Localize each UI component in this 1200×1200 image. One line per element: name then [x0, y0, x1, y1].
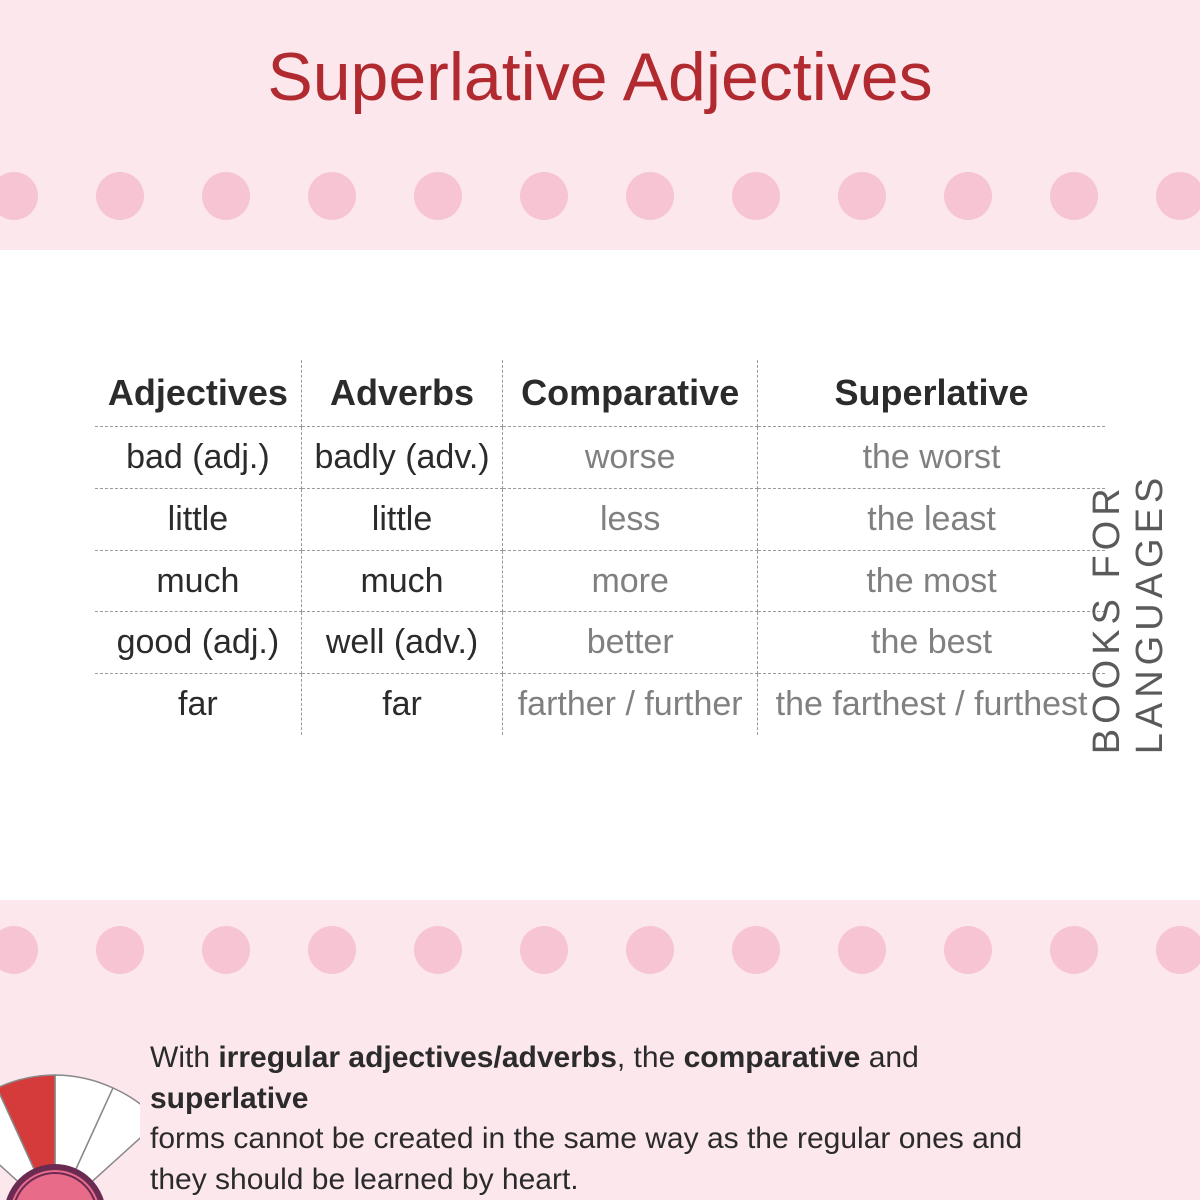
table-row: bad (adj.) badly (adv.) worse the worst [95, 427, 1105, 489]
cell-adj: little [95, 488, 301, 550]
cell-adv: much [301, 550, 503, 612]
cell-adj: much [95, 550, 301, 612]
table-row: good (adj.) well (adv.) better the best [95, 612, 1105, 674]
note-text: , the [617, 1041, 684, 1074]
table-header-row: Adjectives Adverbs Comparative Superlati… [95, 360, 1105, 427]
cell-sup: the most [758, 550, 1105, 612]
note-bold: comparative [684, 1041, 861, 1074]
table-row: little little less the least [95, 488, 1105, 550]
col-adjectives: Adjectives [95, 360, 301, 427]
cell-sup: the least [758, 488, 1105, 550]
cell-adv: badly (adv.) [301, 427, 503, 489]
cell-adj: good (adj.) [95, 612, 301, 674]
note-text: With [150, 1041, 218, 1074]
table-row: much much more the most [95, 550, 1105, 612]
note-bold: superlative [150, 1082, 308, 1115]
note-text: and [860, 1041, 918, 1074]
level-badge-text: A1 [31, 1194, 80, 1200]
page-title: Superlative Adjectives [0, 0, 1200, 116]
cell-sup: the worst [758, 427, 1105, 489]
cell-comp: less [503, 488, 758, 550]
cell-comp: worse [503, 427, 758, 489]
page: Superlative Adjectives BOOKS FOR LANGUAG… [0, 0, 1200, 1200]
grammar-table: Adjectives Adverbs Comparative Superlati… [95, 360, 1105, 735]
cell-comp: more [503, 550, 758, 612]
header-dots [0, 172, 1200, 220]
note-text: forms cannot be created in the same way … [150, 1122, 1022, 1196]
cell-comp: better [503, 612, 758, 674]
col-superlative: Superlative [758, 360, 1105, 427]
table-row: far far farther / further the farthest /… [95, 674, 1105, 735]
note-bold: irregular adjectives/adverbs [218, 1041, 617, 1074]
cell-adj: far [95, 674, 301, 735]
col-adverbs: Adverbs [301, 360, 503, 427]
footer: With irregular adjectives/adverbs, the c… [0, 900, 1200, 1200]
level-badge-icon: A1 [0, 1060, 140, 1200]
cell-adj: bad (adj.) [95, 427, 301, 489]
cell-sup: the farthest / furthest [758, 674, 1105, 735]
cell-adv: far [301, 674, 503, 735]
cell-comp: farther / further [503, 674, 758, 735]
side-brand-label: BOOKS FOR LANGUAGES [1086, 461, 1172, 754]
content-area: BOOKS FOR LANGUAGES Adjectives Adverbs C… [0, 250, 1200, 900]
footer-dots [0, 926, 1200, 974]
cell-adv: little [301, 488, 503, 550]
cell-adv: well (adv.) [301, 612, 503, 674]
header: Superlative Adjectives [0, 0, 1200, 250]
cell-sup: the best [758, 612, 1105, 674]
col-comparative: Comparative [503, 360, 758, 427]
footer-note: With irregular adjectives/adverbs, the c… [150, 1038, 1080, 1200]
